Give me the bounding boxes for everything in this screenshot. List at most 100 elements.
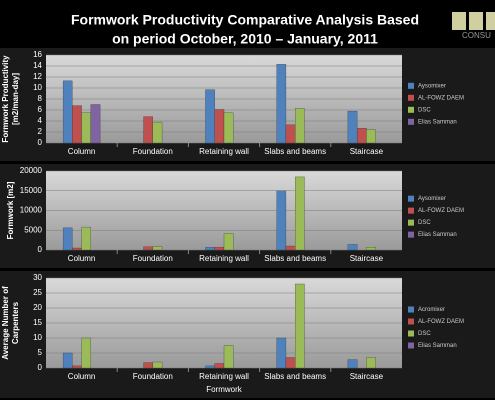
y-tick-label: 20 (33, 303, 42, 312)
bar (347, 359, 358, 369)
bar (295, 283, 305, 369)
x-tick-label: Column (68, 372, 96, 381)
bar (285, 357, 296, 369)
bar (62, 227, 73, 251)
bar (72, 247, 82, 251)
bar (214, 109, 225, 144)
legend-swatch (408, 318, 414, 325)
legend-label: Elias Samman (418, 232, 457, 238)
legend-label: DSC (418, 220, 431, 226)
legend-label: Elias Samman (418, 119, 457, 125)
legend-swatch (408, 219, 414, 226)
x-tick-label: Slabs and beams (264, 254, 326, 263)
bar (152, 246, 163, 251)
y-tick-label: 14 (33, 61, 42, 70)
x-tick-label: Column (68, 147, 96, 156)
y-tick-label: 15 (33, 318, 42, 327)
y-axis-label: Formwork Productivity (1, 55, 10, 143)
legend-swatch (408, 342, 414, 349)
bar (143, 116, 153, 144)
bar (276, 337, 287, 369)
legend-swatch (408, 231, 414, 238)
y-tick-label: 5 (38, 348, 43, 357)
title-line: Formwork Productivity Comparative Analys… (71, 12, 419, 28)
logo-shape (452, 12, 466, 30)
bar (366, 247, 376, 251)
bar (62, 352, 73, 369)
logo: CONSU (452, 12, 495, 40)
legend-swatch (408, 330, 414, 337)
y-tick-label: 30 (33, 273, 42, 282)
y-tick-label: 25 (33, 288, 42, 297)
bar (295, 176, 305, 251)
y-tick-label: 8 (38, 94, 43, 103)
bar (152, 361, 163, 369)
legend-label: AL-FOWZ DAEM (418, 319, 464, 325)
bar (356, 127, 367, 144)
y-tick-label: 0 (38, 363, 43, 372)
legend-label: Aysomixer (418, 196, 446, 202)
x-tick-label: Staircase (350, 147, 384, 156)
y-tick-label: 10 (33, 333, 42, 342)
legend-swatch (408, 207, 414, 214)
y-tick-label: 15000 (20, 186, 43, 195)
y-axis-label: [m2/man-day] (11, 73, 20, 125)
legend-swatch (408, 82, 414, 89)
bar (214, 247, 225, 251)
bar (214, 363, 225, 369)
bar (223, 112, 234, 144)
bar (295, 108, 305, 144)
legend-label: Elias Samman (418, 343, 457, 349)
bar (205, 89, 215, 144)
legend-label: AL-FOWZ DAEM (418, 95, 464, 101)
x-tick-label: Retaining wall (199, 372, 249, 381)
logo-text: CONSU (462, 31, 491, 40)
y-axis-label: Average Number of (1, 286, 10, 360)
x-tick-label: Column (68, 254, 96, 263)
y-tick-label: 10 (33, 83, 42, 92)
legend-label: Aysomixer (418, 83, 446, 89)
bar (223, 233, 234, 251)
legend-swatch (408, 306, 414, 313)
bar (276, 64, 287, 144)
x-tick-label: Staircase (350, 254, 384, 263)
legend-swatch (408, 106, 414, 113)
y-tick-label: 2 (38, 127, 43, 136)
bar (347, 244, 358, 251)
bar (81, 337, 92, 369)
legend-label: Acromixer (418, 307, 445, 313)
legend-label: DSC (418, 107, 431, 113)
y-axis-label: Carpenters (11, 301, 20, 344)
x-tick-label: Slabs and beams (264, 372, 326, 381)
x-axis-label: Formwork (206, 385, 243, 394)
title-line: on period October, 2010 – January, 2011 (112, 31, 378, 47)
bar (81, 112, 92, 144)
bar (152, 121, 163, 144)
bar (143, 246, 153, 251)
x-tick-label: Foundation (133, 372, 173, 381)
bar (143, 362, 153, 369)
x-tick-label: Slabs and beams (264, 147, 326, 156)
y-tick-label: 16 (33, 50, 42, 59)
bar (81, 226, 92, 251)
bar (285, 124, 296, 144)
legend-label: AL-FOWZ DAEM (418, 208, 464, 214)
y-axis-label: Formwork [m2] (6, 181, 15, 239)
legend-label: DSC (418, 331, 431, 337)
logo-shape (469, 12, 483, 30)
bar (205, 247, 215, 251)
bar (366, 129, 376, 144)
bar (347, 110, 358, 144)
x-tick-label: Foundation (133, 147, 173, 156)
x-tick-label: Retaining wall (199, 147, 249, 156)
y-tick-label: 12 (33, 72, 42, 81)
legend-swatch (408, 195, 414, 202)
legend-swatch (408, 118, 414, 125)
bar (276, 190, 287, 251)
x-tick-label: Retaining wall (199, 254, 249, 263)
bar (90, 104, 101, 144)
bar (72, 105, 82, 144)
bar (72, 365, 82, 369)
